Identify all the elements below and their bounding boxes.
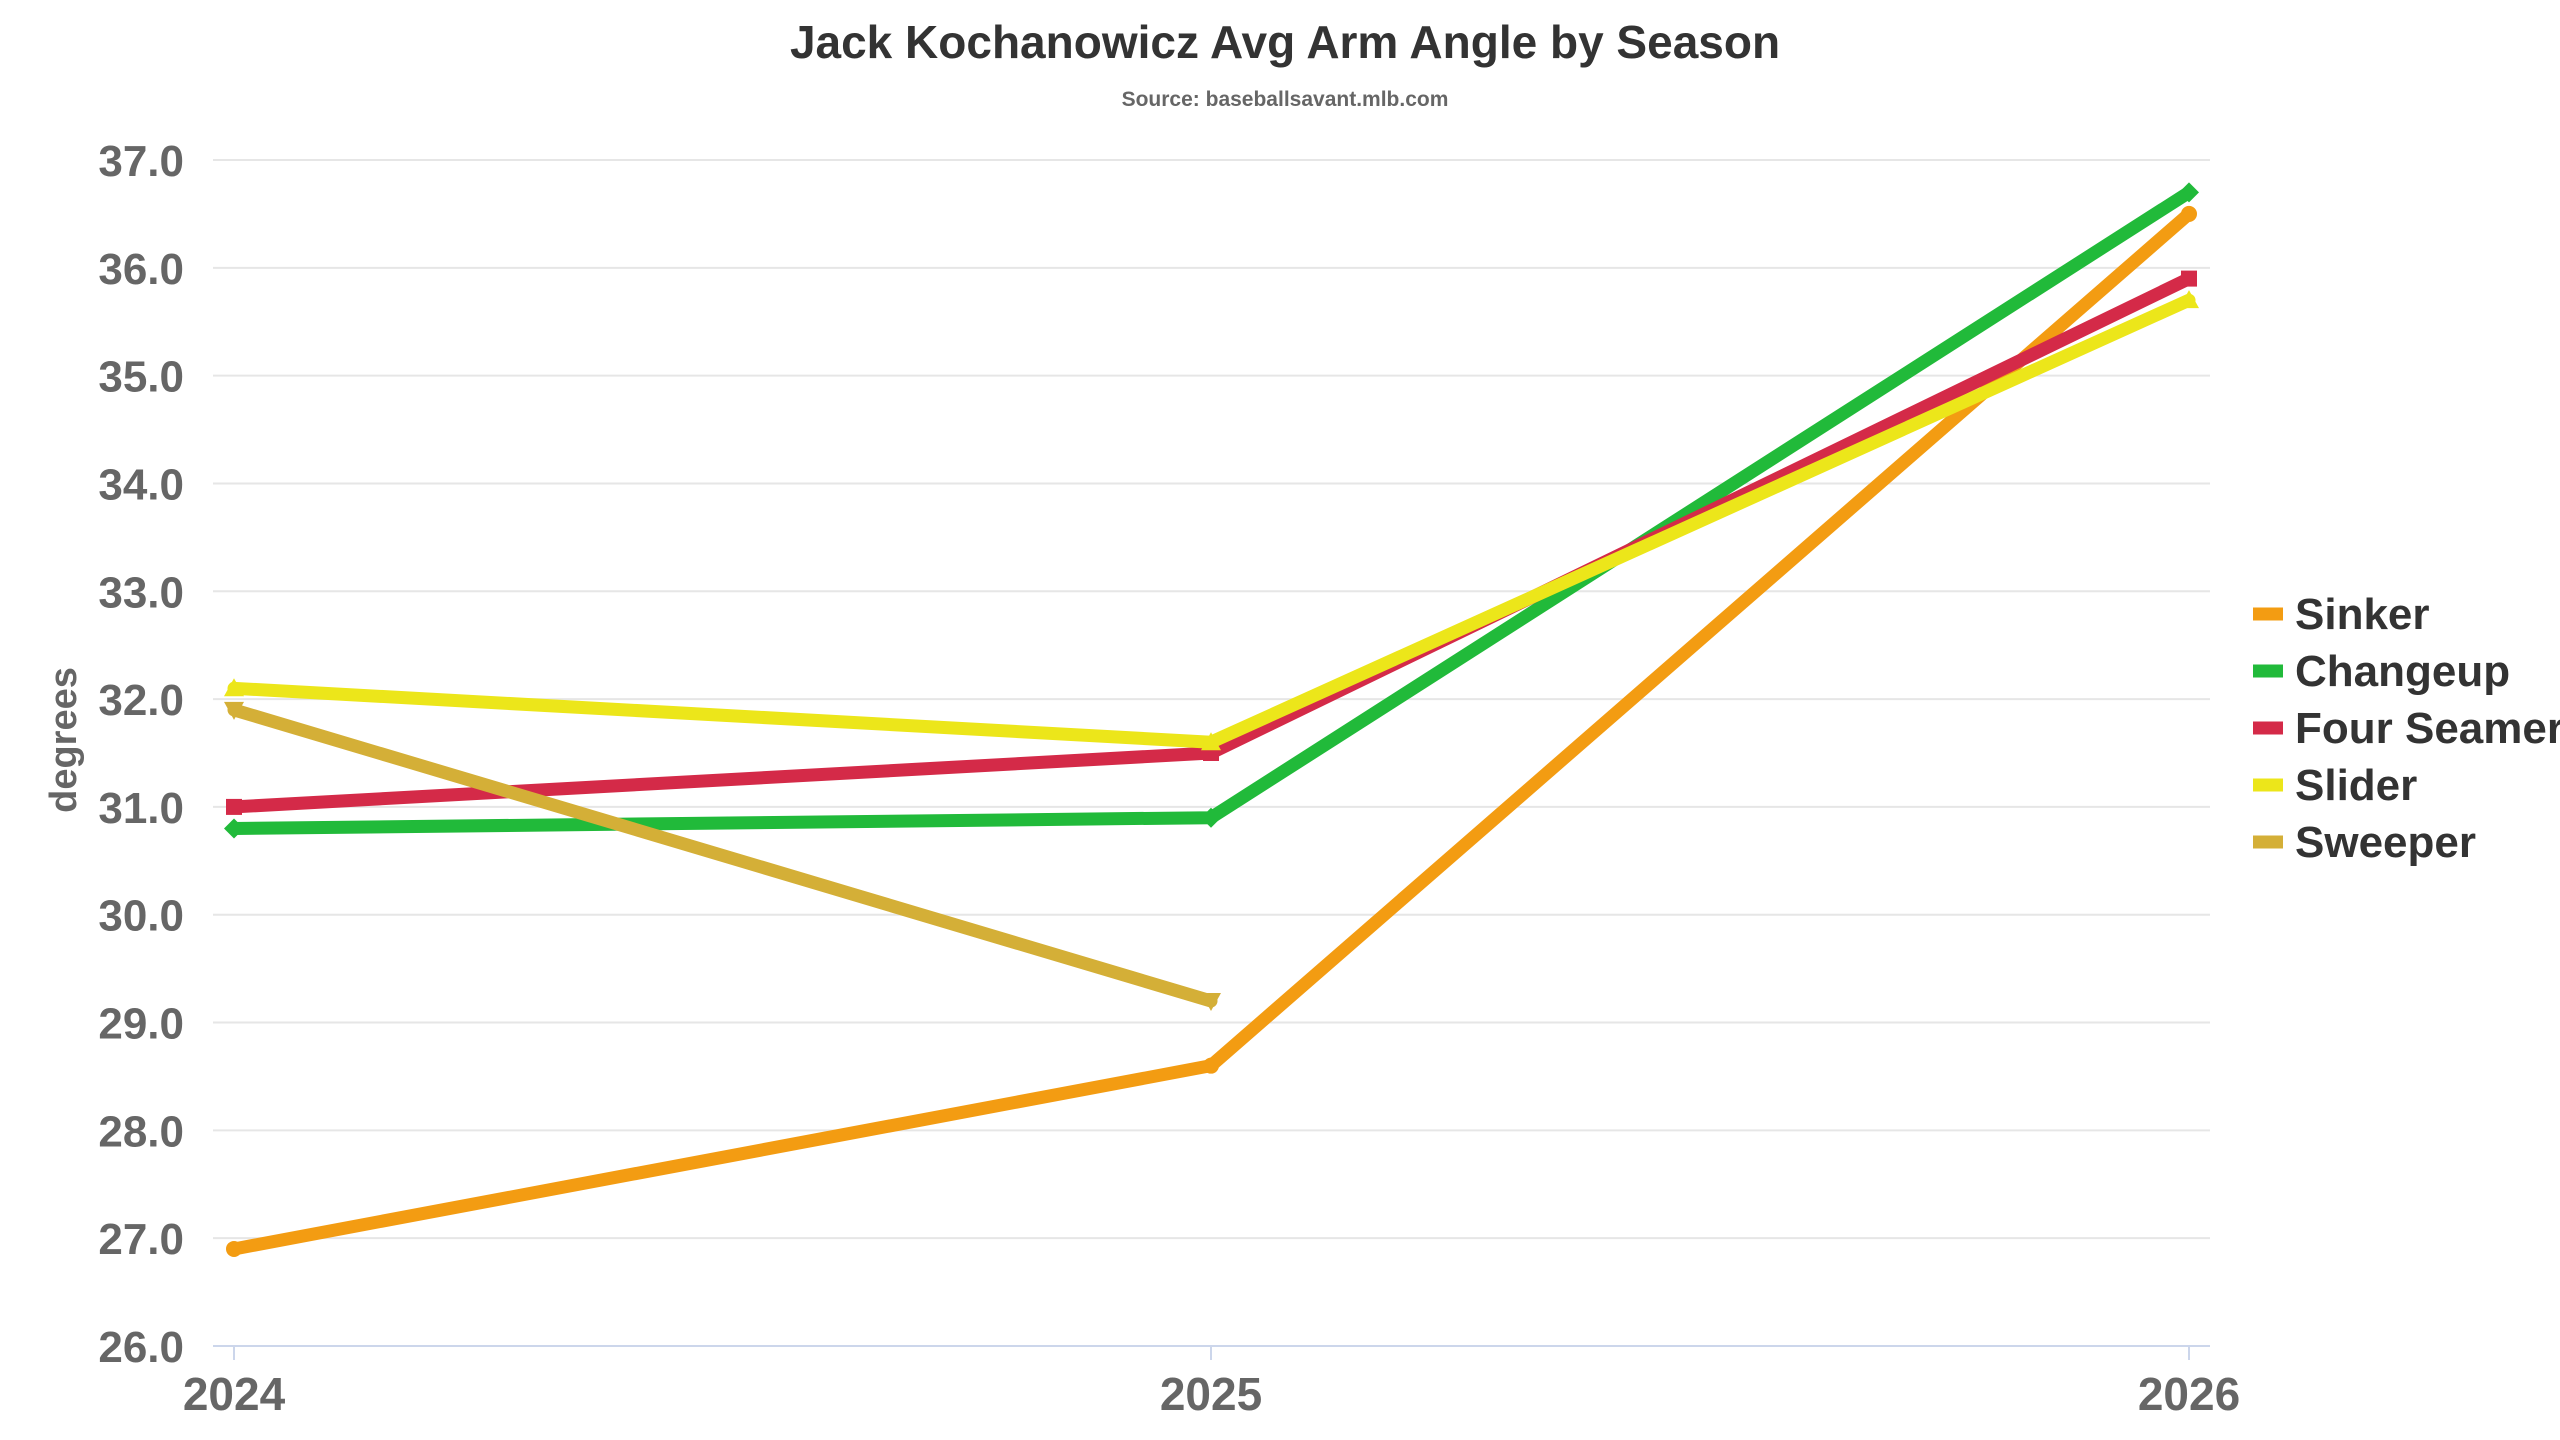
data-point [2181, 205, 2197, 222]
x-tick-label: 2025 [1160, 1368, 1262, 1420]
y-tick-label: 36.0 [98, 245, 184, 294]
legend-label[interactable]: Sweeper [2295, 818, 2476, 867]
data-point [226, 1240, 242, 1257]
series-line-slider [227, 293, 2196, 749]
y-tick-label: 33.0 [98, 568, 184, 617]
y-tick-label: 32.0 [98, 676, 184, 725]
data-point [226, 798, 242, 815]
x-tick-label: 2026 [2138, 1368, 2240, 1420]
y-tick-label: 35.0 [98, 353, 184, 402]
data-point [1203, 1057, 1219, 1074]
series-line-sinker [227, 207, 2196, 1256]
y-tick-label: 29.0 [98, 1000, 184, 1049]
x-tick-label: 2024 [183, 1368, 286, 1420]
legend: Sinker Changeup Four Seamer Slider Sweeper [2253, 590, 2560, 867]
legend-label[interactable]: Slider [2295, 761, 2417, 810]
data-point [1201, 807, 1221, 828]
chart-title: Jack Kochanowicz Avg Arm Angle by Season [790, 16, 1780, 68]
data-point [224, 818, 244, 839]
data-point [2179, 290, 2199, 309]
data-point [224, 701, 244, 720]
y-tick-label: 34.0 [98, 460, 184, 509]
legend-label[interactable]: Sinker [2295, 590, 2430, 639]
data-point [1201, 732, 1221, 751]
chart-subtitle: Source: baseballsavant.mlb.com [1122, 88, 1449, 111]
y-tick-label: 37.0 [98, 137, 184, 186]
data-point [1201, 992, 1221, 1011]
data-point [2181, 270, 2197, 287]
series-line-changeup [227, 185, 2196, 835]
y-tick-label: 30.0 [98, 892, 184, 941]
data-point [224, 678, 244, 697]
y-axis-label: degrees [43, 667, 85, 813]
y-tick-label: 27.0 [98, 1215, 184, 1264]
y-tick-label: 31.0 [98, 784, 184, 833]
legend-label[interactable]: Four Seamer [2295, 704, 2560, 753]
series-lines [224, 182, 2199, 1257]
y-tick-label: 26.0 [98, 1323, 184, 1372]
data-point [2179, 182, 2199, 203]
series-line-four-seamer [227, 272, 2196, 814]
axes: 26.0 27.0 28.0 29.0 30.0 31.0 32.0 33.0 34.0 35.0… [98, 137, 2240, 1420]
series-line-sweeper [227, 703, 1218, 1008]
legend-label[interactable]: Changeup [2295, 647, 2510, 696]
y-tick-label: 28.0 [98, 1107, 184, 1156]
